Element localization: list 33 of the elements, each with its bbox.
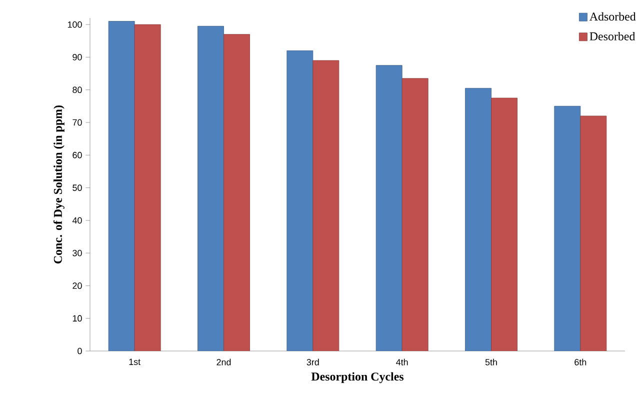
y-tick-label: 10 bbox=[72, 315, 82, 322]
x-tick-label: 2nd bbox=[216, 358, 231, 366]
x-axis-title: Desorption Cycles bbox=[311, 372, 404, 384]
y-axis-title: Conc. of Dye Solution (in ppm) bbox=[53, 105, 64, 264]
y-tick-label: 90 bbox=[72, 54, 82, 60]
y-tick-label: 50 bbox=[72, 184, 82, 191]
legend-label: Desorbed bbox=[590, 32, 636, 40]
bar bbox=[554, 106, 581, 351]
bar bbox=[198, 26, 224, 351]
bar bbox=[580, 116, 607, 351]
bar bbox=[402, 78, 428, 351]
legend-label: Adsorbed bbox=[589, 12, 636, 21]
y-tick-label: 80 bbox=[72, 86, 82, 93]
bar bbox=[465, 88, 492, 351]
bar bbox=[312, 60, 340, 351]
y-tick-label: 70 bbox=[72, 119, 82, 126]
x-tick-label: 5th bbox=[485, 358, 497, 366]
y-tick-label: 100 bbox=[68, 21, 82, 28]
bar bbox=[286, 50, 314, 351]
y-tick-label: 30 bbox=[72, 250, 82, 256]
bar bbox=[491, 98, 518, 351]
bar bbox=[134, 24, 161, 351]
y-tick-label: 20 bbox=[72, 282, 82, 289]
x-tick-label: 4th bbox=[396, 358, 408, 366]
x-tick-label: 6th bbox=[574, 358, 586, 366]
bar bbox=[224, 34, 250, 351]
y-tick-label: 60 bbox=[72, 152, 82, 158]
x-tick-label: 3rd bbox=[306, 358, 319, 366]
bar bbox=[376, 65, 402, 351]
y-tick-label: 0 bbox=[78, 348, 82, 354]
bar bbox=[108, 21, 135, 351]
x-tick-label: 1st bbox=[129, 358, 140, 366]
y-tick-label: 40 bbox=[72, 217, 82, 224]
